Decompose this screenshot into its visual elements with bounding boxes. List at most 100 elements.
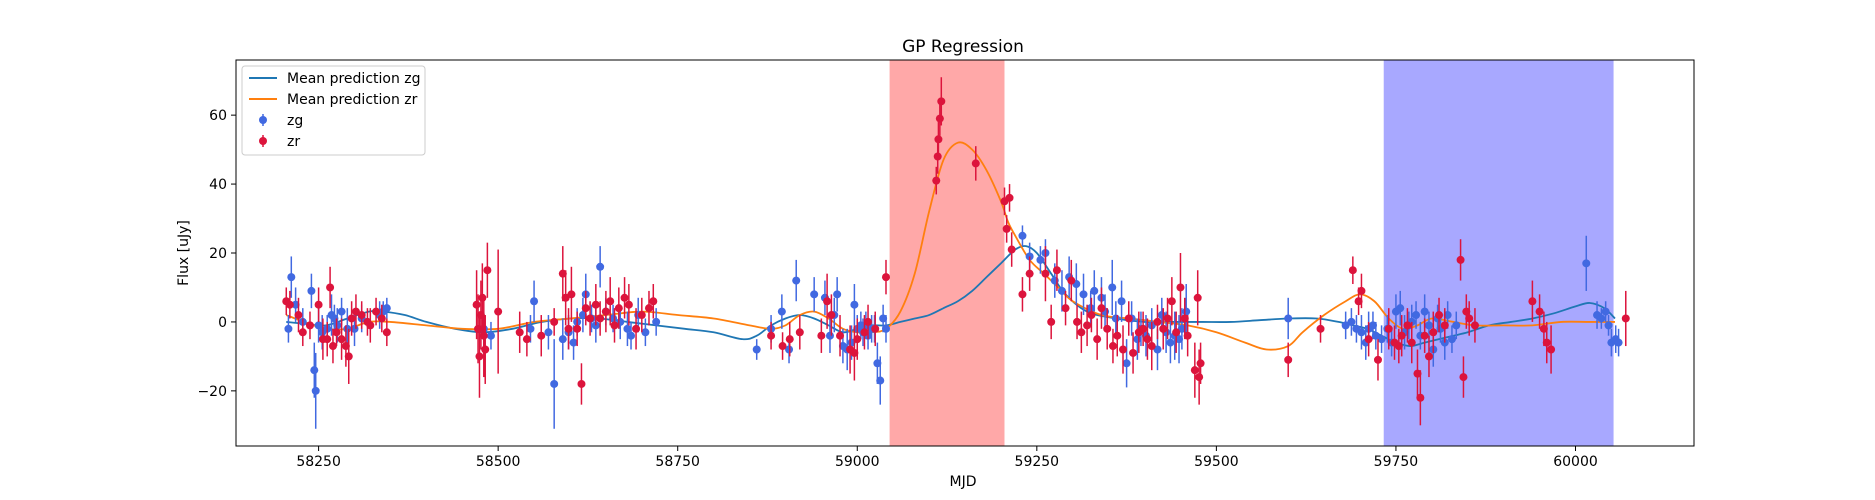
y-axis-label: Flux [uJy] xyxy=(176,220,192,286)
data-point-zr xyxy=(971,146,980,181)
data-point-zr xyxy=(567,266,576,322)
data-point-zr xyxy=(475,315,484,398)
legend-box xyxy=(241,65,426,156)
data-point-zg xyxy=(1377,325,1386,353)
marker-zg xyxy=(343,324,352,333)
marker-zg xyxy=(1090,286,1099,295)
data-point-zr xyxy=(558,246,567,302)
data-point-zr xyxy=(285,290,294,319)
marker-zg xyxy=(284,324,293,333)
data-point-zg xyxy=(777,294,786,329)
marker-zr xyxy=(1077,328,1086,337)
marker-zr xyxy=(285,300,294,309)
marker-zg xyxy=(641,328,650,337)
x-tick-label: 59750 xyxy=(1374,454,1419,470)
data-point-zr xyxy=(1535,294,1544,329)
marker-zr xyxy=(1067,276,1076,285)
legend-label-zr: zr xyxy=(287,134,300,150)
data-points xyxy=(282,77,1630,429)
data-point-zr xyxy=(1429,311,1438,353)
marker-zr xyxy=(637,311,646,320)
marker-zr xyxy=(1284,355,1293,364)
data-point-zr xyxy=(1047,304,1056,340)
data-point-zr xyxy=(377,304,386,333)
marker-zr xyxy=(937,97,946,106)
marker-zr xyxy=(1005,193,1014,202)
marker-zr xyxy=(1348,266,1357,275)
marker-zr xyxy=(1407,338,1416,347)
marker-zr xyxy=(624,300,633,309)
marker-zg xyxy=(1122,359,1131,368)
data-point-zg xyxy=(1604,315,1613,336)
marker-zr xyxy=(1167,297,1176,306)
marker-zr xyxy=(1143,335,1152,344)
data-point-zr xyxy=(1528,280,1537,322)
data-point-zr xyxy=(372,297,381,326)
data-point-zr xyxy=(1397,315,1406,357)
data-point-zg xyxy=(1122,339,1131,388)
y-tick-label: 20 xyxy=(209,246,227,262)
marker-zr xyxy=(1052,266,1061,275)
data-point-zr xyxy=(1183,315,1192,357)
marker-zg xyxy=(596,262,605,271)
data-point-zr xyxy=(836,315,845,357)
marker-zr xyxy=(1190,366,1199,375)
marker-zr xyxy=(326,283,335,292)
marker-zr xyxy=(1073,317,1082,326)
data-point-zr xyxy=(1077,311,1086,353)
data-point-zr xyxy=(1153,304,1162,340)
marker-zr xyxy=(1384,324,1393,333)
data-point-zr xyxy=(1073,304,1082,340)
data-point-zg xyxy=(284,315,293,343)
data-point-zg xyxy=(382,297,391,319)
data-point-zr xyxy=(586,301,595,336)
marker-zr xyxy=(591,300,600,309)
marker-zr xyxy=(347,314,356,323)
data-point-zr xyxy=(357,301,366,329)
marker-zr xyxy=(836,331,845,340)
marker-zr xyxy=(1364,335,1373,344)
marker-zg xyxy=(876,376,885,385)
marker-zr xyxy=(1153,317,1162,326)
data-point-zr xyxy=(1041,246,1050,302)
marker-zg xyxy=(1018,231,1027,240)
highlight-span-1 xyxy=(889,60,1005,446)
data-point-zr xyxy=(1097,287,1106,329)
data-point-zr xyxy=(596,301,605,336)
chart-title: GP Regression xyxy=(902,37,1024,57)
data-point-zr xyxy=(1462,294,1471,329)
data-point-zr xyxy=(1435,297,1444,333)
data-point-zr xyxy=(1180,297,1189,340)
marker-zr xyxy=(934,135,943,144)
data-point-zr xyxy=(649,284,658,319)
marker-zr xyxy=(1097,304,1106,313)
marker-zr xyxy=(1403,321,1412,330)
data-point-zr xyxy=(614,287,623,329)
data-point-zr xyxy=(1159,308,1168,350)
data-point-zr xyxy=(1176,253,1185,322)
data-point-zg xyxy=(623,311,632,347)
marker-zg xyxy=(530,297,539,306)
data-point-zr xyxy=(323,321,332,357)
marker-zg xyxy=(1182,307,1191,316)
marker-zg xyxy=(310,366,319,375)
y-tick-label: 60 xyxy=(209,108,227,124)
marker-zr xyxy=(567,290,576,299)
marker-zg xyxy=(311,386,320,395)
marker-zg xyxy=(1604,321,1613,330)
marker-zr xyxy=(932,176,941,185)
data-point-zr xyxy=(1018,277,1027,312)
marker-zg xyxy=(314,321,323,330)
marker-zr xyxy=(323,335,332,344)
data-point-zr xyxy=(1440,308,1449,343)
highlight-spans xyxy=(889,60,1614,446)
marker-zr xyxy=(328,342,337,351)
marker-zr xyxy=(1018,290,1027,299)
data-point-zg xyxy=(810,277,819,312)
marker-zg xyxy=(1347,317,1356,326)
marker-zr xyxy=(1196,359,1205,368)
data-point-zg xyxy=(1284,297,1293,340)
data-point-zg xyxy=(578,297,587,333)
marker-zr xyxy=(601,307,610,316)
marker-zg xyxy=(1412,311,1421,320)
